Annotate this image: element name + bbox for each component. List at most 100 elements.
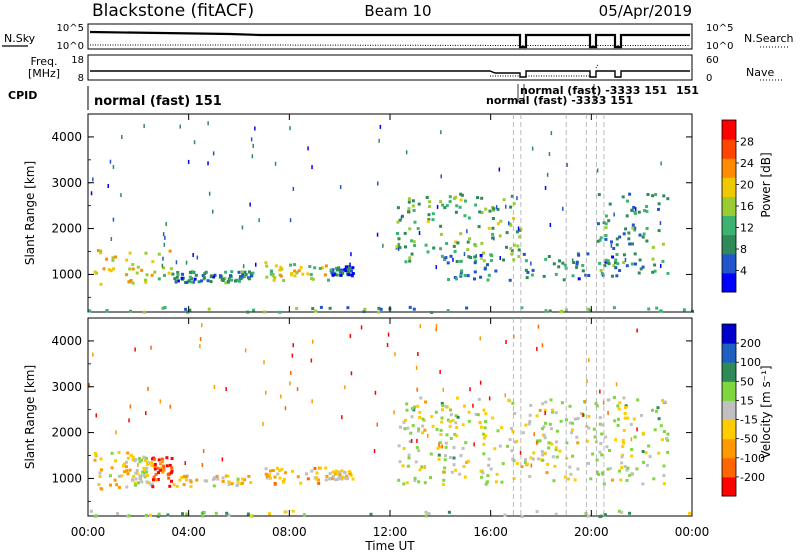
velocity-cell xyxy=(216,477,220,481)
power-cell xyxy=(455,204,459,208)
power-cell xyxy=(494,269,498,273)
power-cell xyxy=(223,277,227,280)
velocity-cell xyxy=(108,474,112,478)
velocity-cell xyxy=(398,425,402,429)
power-cell xyxy=(478,210,482,214)
velocity-cell xyxy=(620,510,624,514)
velocity-cell xyxy=(413,479,417,482)
velocity-cell xyxy=(662,464,666,468)
power-cell xyxy=(439,247,443,251)
velocity-cell xyxy=(140,480,144,484)
velocity-cell xyxy=(241,477,244,481)
power-cell xyxy=(615,253,619,256)
power-cell xyxy=(311,307,315,311)
power-cell xyxy=(169,267,173,271)
velocity-cell xyxy=(369,512,373,516)
power-cell xyxy=(562,278,566,282)
velocity-cell xyxy=(595,404,599,408)
velocity-cell xyxy=(299,481,303,485)
power-scatter-point xyxy=(112,217,115,222)
power-cell xyxy=(318,267,322,270)
velocity-cell xyxy=(510,449,514,453)
velocity-cell xyxy=(211,477,215,481)
velocity-colorbar-tick: -50 xyxy=(740,433,758,446)
velocity-cell xyxy=(236,477,240,481)
velocity-cell xyxy=(123,470,127,474)
velocity-colorbar: 200 100 50 15 -15 -50 -100 -200 xyxy=(721,323,765,497)
power-cell xyxy=(249,274,253,278)
power-cell xyxy=(237,270,241,274)
power-scatter-point xyxy=(659,221,662,226)
velocity-cell xyxy=(600,423,604,427)
power-cell xyxy=(491,217,495,220)
power-cell xyxy=(363,307,367,311)
power-cell xyxy=(105,309,109,313)
velocity-colorbar-swatch xyxy=(722,438,736,459)
power-scatter-point xyxy=(350,252,352,257)
power-cell xyxy=(127,280,131,284)
velocity-cell xyxy=(156,466,160,470)
power-cell xyxy=(226,279,230,283)
power-cell xyxy=(459,198,463,202)
power-cell xyxy=(446,309,450,313)
power-scatter-point xyxy=(349,262,351,267)
power-cell xyxy=(264,261,268,265)
power-scatter-point xyxy=(164,235,166,240)
velocity-cell xyxy=(421,417,425,421)
power-cell xyxy=(398,218,402,222)
velocity-cell xyxy=(153,457,157,461)
power-cell xyxy=(628,242,632,246)
velocity-cell xyxy=(515,439,519,443)
velocity-cell xyxy=(467,419,471,423)
velocity-scatter-point xyxy=(599,389,601,394)
power-cell xyxy=(262,310,266,314)
power-cell xyxy=(510,194,514,198)
power-cell xyxy=(142,310,146,314)
power-cell xyxy=(331,268,335,272)
velocity-cell xyxy=(662,482,666,486)
velocity-cell xyxy=(172,483,176,487)
velocity-cell xyxy=(249,481,253,484)
power-cell xyxy=(491,232,495,236)
power-cell xyxy=(96,249,100,253)
velocity-cell xyxy=(150,463,154,467)
power-scatter-point xyxy=(624,257,627,262)
velocity-cell xyxy=(666,450,670,454)
velocity-cell xyxy=(418,410,422,414)
velocity-scatter-point xyxy=(438,442,440,447)
power-cell xyxy=(584,273,588,277)
velocity-cell xyxy=(633,435,637,439)
power-cell xyxy=(626,199,629,203)
velocity-colorbar-tick: 50 xyxy=(740,375,754,388)
power-cell xyxy=(446,261,450,265)
power-cell xyxy=(491,208,495,212)
power-cell xyxy=(488,209,492,213)
velocity-cell xyxy=(567,477,570,481)
velocity-cell xyxy=(434,410,438,414)
velocity-cell xyxy=(611,478,614,482)
noise-right-label: N.Search xyxy=(744,32,794,45)
velocity-cell xyxy=(454,414,458,418)
power-cell xyxy=(449,254,453,258)
power-cell xyxy=(637,271,641,275)
power-scatter-point xyxy=(548,152,551,156)
velocity-scatter-point xyxy=(134,347,136,352)
velocity-cell xyxy=(291,469,294,473)
velocity-cell xyxy=(513,412,517,415)
velocity-cell xyxy=(143,468,146,471)
power-cell xyxy=(311,277,315,281)
power-scatter-point xyxy=(376,232,379,237)
velocity-scatter-point xyxy=(386,343,389,347)
velocity-scatter-point xyxy=(442,387,444,392)
velocity-cell xyxy=(154,478,158,482)
velocity-cell xyxy=(587,414,591,418)
velocity-scatter-point xyxy=(584,399,586,404)
power-cell xyxy=(508,278,512,282)
velocity-cell xyxy=(202,510,206,514)
velocity-cell xyxy=(214,511,218,515)
velocity-cell xyxy=(431,424,435,428)
velocity-cell xyxy=(542,425,546,429)
velocity-cell xyxy=(576,417,580,421)
velocity-cell xyxy=(441,408,444,412)
power-colorbar-swatch xyxy=(722,234,736,255)
